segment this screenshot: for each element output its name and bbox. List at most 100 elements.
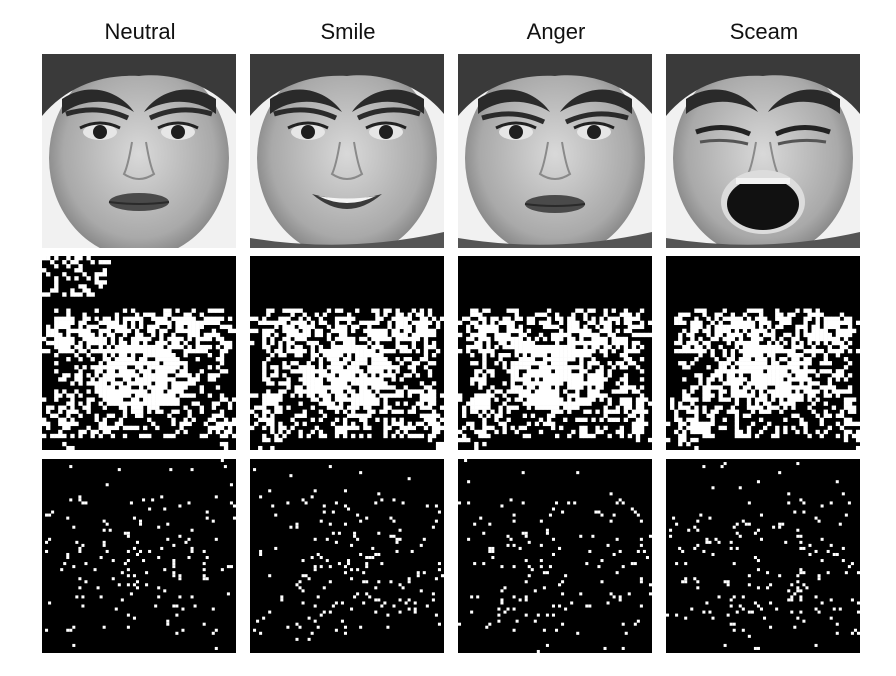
sparse-point <box>702 465 706 469</box>
mask-pixel <box>139 409 144 414</box>
mask-pixel <box>530 373 536 378</box>
mask-pixel <box>211 320 217 326</box>
mask-pixel <box>419 381 425 386</box>
mask-pixel <box>555 344 560 350</box>
mask-pixel <box>647 320 652 326</box>
mask-pixel <box>542 385 548 390</box>
mask-pixel <box>847 389 853 394</box>
mask-pixel <box>298 365 303 370</box>
mask-pixel <box>754 369 760 374</box>
mask-pixel <box>139 385 144 390</box>
mask-pixel <box>74 373 79 378</box>
mask-pixel <box>403 332 408 338</box>
mask-pixel <box>359 401 364 406</box>
mask-pixel <box>595 332 600 338</box>
mask-pixel <box>270 425 275 431</box>
mask-pixel <box>823 357 828 362</box>
mask-pixel <box>191 320 196 326</box>
mask-pixel <box>563 405 568 410</box>
mask-pixel <box>70 348 75 354</box>
mask-pixel <box>502 425 507 431</box>
mask-pixel <box>82 429 87 435</box>
mask-pixel <box>90 365 95 370</box>
mask-pixel <box>427 393 433 398</box>
mask-pixel <box>54 332 59 338</box>
mask-pixel <box>754 340 760 346</box>
mask-pixel <box>367 320 372 326</box>
mask-pixel <box>587 397 592 402</box>
mask-pixel <box>607 417 612 423</box>
mask-pixel <box>363 344 368 350</box>
mask-pixel <box>223 441 229 447</box>
mask-pixel <box>698 377 703 382</box>
mask-pixel <box>726 336 731 342</box>
mask-pixel <box>367 365 372 370</box>
mask-pixel <box>807 377 812 382</box>
mask-pixel <box>367 348 372 354</box>
mask-pixel <box>522 332 528 338</box>
mask-pixel <box>470 397 475 402</box>
mask-pixel <box>431 413 437 418</box>
mask-pixel <box>379 409 384 414</box>
mask-pixel <box>114 389 120 394</box>
mask-pixel <box>803 332 808 338</box>
sparse-point <box>536 649 540 653</box>
mask-pixel <box>102 340 107 346</box>
mask-pixel <box>619 365 625 370</box>
mask-pixel <box>379 365 384 370</box>
mask-pixel <box>555 353 560 358</box>
mask-pixel <box>294 332 299 338</box>
mask-pixel <box>191 308 196 313</box>
mask-pixel <box>126 389 132 394</box>
mask-pixel <box>746 320 752 326</box>
mask-pixel <box>470 332 475 338</box>
mask-pixel <box>534 397 540 402</box>
mask-pixel <box>734 413 740 418</box>
mask-pixel <box>282 361 287 366</box>
mask-pixel <box>363 397 368 402</box>
mask-pixel <box>423 332 429 338</box>
mask-pixel <box>175 328 180 334</box>
mask-pixel <box>314 397 320 402</box>
sparse-point <box>856 601 860 605</box>
mask-pixel <box>195 332 200 338</box>
mask-pixel <box>607 409 612 414</box>
mask-pixel <box>827 332 833 338</box>
mask-pixel <box>567 324 572 330</box>
mask-pixel <box>262 316 267 321</box>
mask-pixel <box>427 437 433 443</box>
mask-pixel <box>306 316 311 321</box>
mask-pixel <box>359 320 364 326</box>
mask-pixel <box>391 365 396 370</box>
mask-pixel <box>207 336 213 342</box>
mask-pixel <box>714 324 719 330</box>
mask-pixel <box>278 389 283 394</box>
sparse-point <box>747 583 751 587</box>
mask-pixel <box>498 320 503 326</box>
mask-pixel <box>803 389 808 394</box>
mask-pixel <box>282 336 287 342</box>
sparse-point <box>759 537 763 541</box>
sparse-point <box>705 540 709 544</box>
sparse-point <box>289 525 293 529</box>
mask-pixel <box>383 385 388 390</box>
sparse-point <box>63 562 67 566</box>
mask-pixel <box>718 361 723 366</box>
mask-pixel <box>266 377 271 382</box>
sparse-point <box>72 565 76 569</box>
sparse-point <box>750 610 754 614</box>
mask-pixel <box>783 348 788 354</box>
mask-pixel <box>546 377 552 382</box>
mask-pixel <box>314 369 320 374</box>
mask-pixel <box>670 401 675 406</box>
mask-pixel <box>415 332 421 338</box>
mask-pixel <box>110 320 116 326</box>
mask-pixel <box>478 324 483 330</box>
sparse-point <box>102 540 106 544</box>
mask-pixel <box>419 320 425 326</box>
mask-pixel <box>431 340 437 346</box>
mask-pixel <box>502 365 507 370</box>
mask-pixel <box>758 397 764 402</box>
mask-pixel <box>391 348 396 354</box>
mask-pixel <box>631 344 637 350</box>
